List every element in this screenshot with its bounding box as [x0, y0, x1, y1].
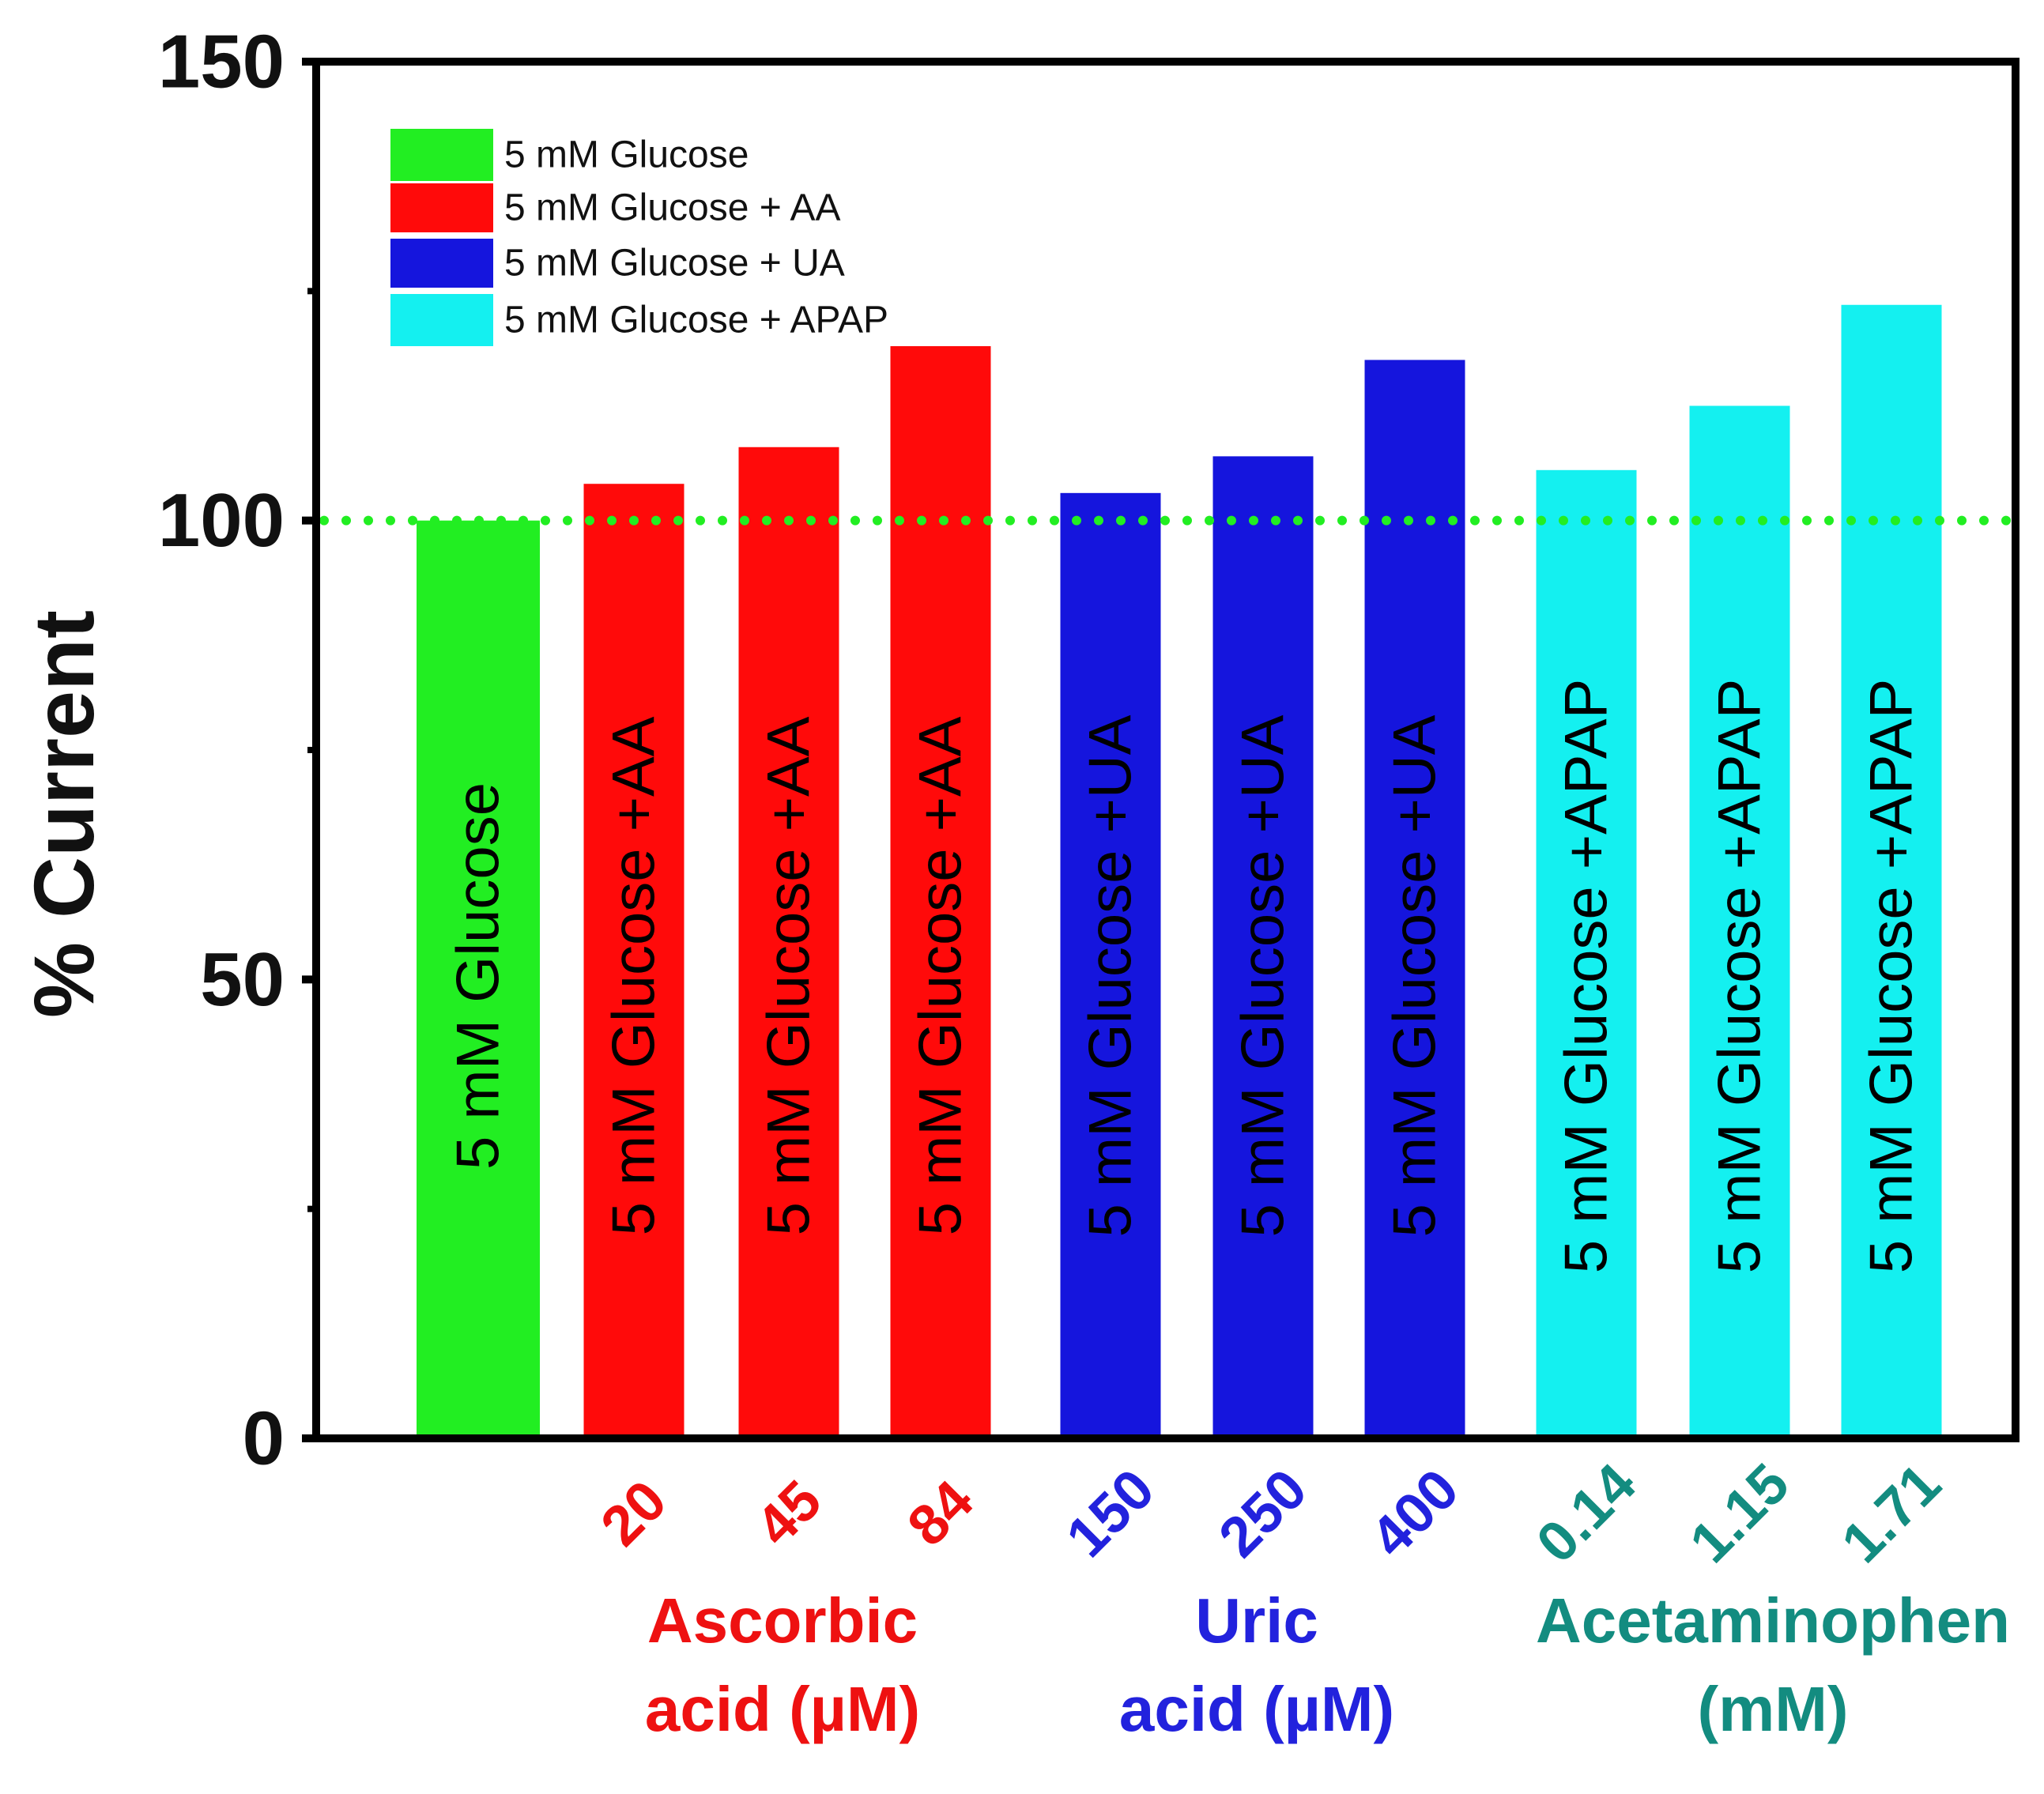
bar [1212, 456, 1314, 1439]
concentration-tick-label: 150 [1054, 1457, 1167, 1570]
bar-label: 5 mM Glucose +AA [601, 716, 668, 1235]
bar-label: 5 mM Glucose +APAP [1858, 679, 1925, 1274]
bar-label: 5 mM Glucose +UA [1382, 714, 1449, 1237]
x-axis-labels: 20 45 84 150 250 400 0.14 1.15 1.71 Ascorbic acid … [589, 1452, 2010, 1744]
bar-label: 5 mM Glucose [445, 782, 512, 1170]
concentration-tick-label: 1.71 [1830, 1452, 1953, 1575]
bar [1364, 360, 1465, 1438]
y-axis-label: % Current [16, 610, 111, 1018]
group-label-line1: Ascorbic [647, 1585, 918, 1656]
group-label-line2: (mM) [1697, 1674, 1848, 1744]
legend: 5 mM Glucose 5 mM Glucose + AA 5 mM Glucos… [390, 129, 888, 346]
legend-label: 5 mM Glucose + AA [504, 187, 841, 229]
bar [1536, 469, 1637, 1438]
concentration-tick-label: 45 [744, 1468, 833, 1558]
y-tick-label: 0 [243, 1396, 285, 1481]
bar [1841, 304, 1942, 1439]
group-label-line2: acid (µM) [1119, 1674, 1394, 1744]
legend-swatch [390, 294, 493, 346]
concentration-tick-label: 1.15 [1678, 1452, 1801, 1575]
concentration-tick-label: 84 [896, 1468, 985, 1558]
legend-label: 5 mM Glucose + APAP [504, 300, 888, 341]
y-tick-label: 150 [158, 20, 285, 104]
y-tick-label: 100 [158, 478, 285, 563]
concentration-tick-label: 20 [589, 1468, 678, 1558]
bar-label: 5 mM Glucose +UA [1230, 714, 1297, 1237]
legend-label: 5 mM Glucose + UA [504, 243, 845, 285]
concentration-tick-label: 250 [1207, 1457, 1319, 1570]
y-tick-label: 50 [200, 937, 285, 1022]
group-label-line1: Uric [1195, 1585, 1318, 1656]
bar-label: 5 mM Glucose +APAP [1706, 679, 1774, 1274]
axes: 0 50 100 150 [158, 20, 2019, 1481]
bar [738, 447, 839, 1438]
bar-label: 5 mM Glucose +AA [907, 716, 975, 1235]
bar-label: 5 mM Glucose +APAP [1553, 679, 1620, 1274]
concentration-tick-label: 400 [1359, 1457, 1471, 1570]
bar [1689, 405, 1790, 1438]
group-label-line2: acid (µM) [645, 1674, 920, 1744]
legend-swatch [390, 183, 493, 232]
legend-swatch [390, 239, 493, 288]
bar-label: 5 mM Glucose +AA [756, 716, 823, 1235]
bar [417, 520, 540, 1438]
bar-label: 5 mM Glucose +UA [1077, 714, 1145, 1237]
legend-swatch [390, 129, 493, 181]
legend-label: 5 mM Glucose [504, 134, 749, 176]
concentration-tick-label: 0.14 [1525, 1452, 1648, 1575]
bar [1060, 492, 1161, 1438]
bar [583, 484, 684, 1438]
group-label-line1: Acetaminophen [1536, 1585, 2010, 1656]
bar [890, 346, 991, 1439]
bars: 5 mM Glucose 5 mM Glucose +AA 5 mM Glucose… [417, 304, 1942, 1439]
